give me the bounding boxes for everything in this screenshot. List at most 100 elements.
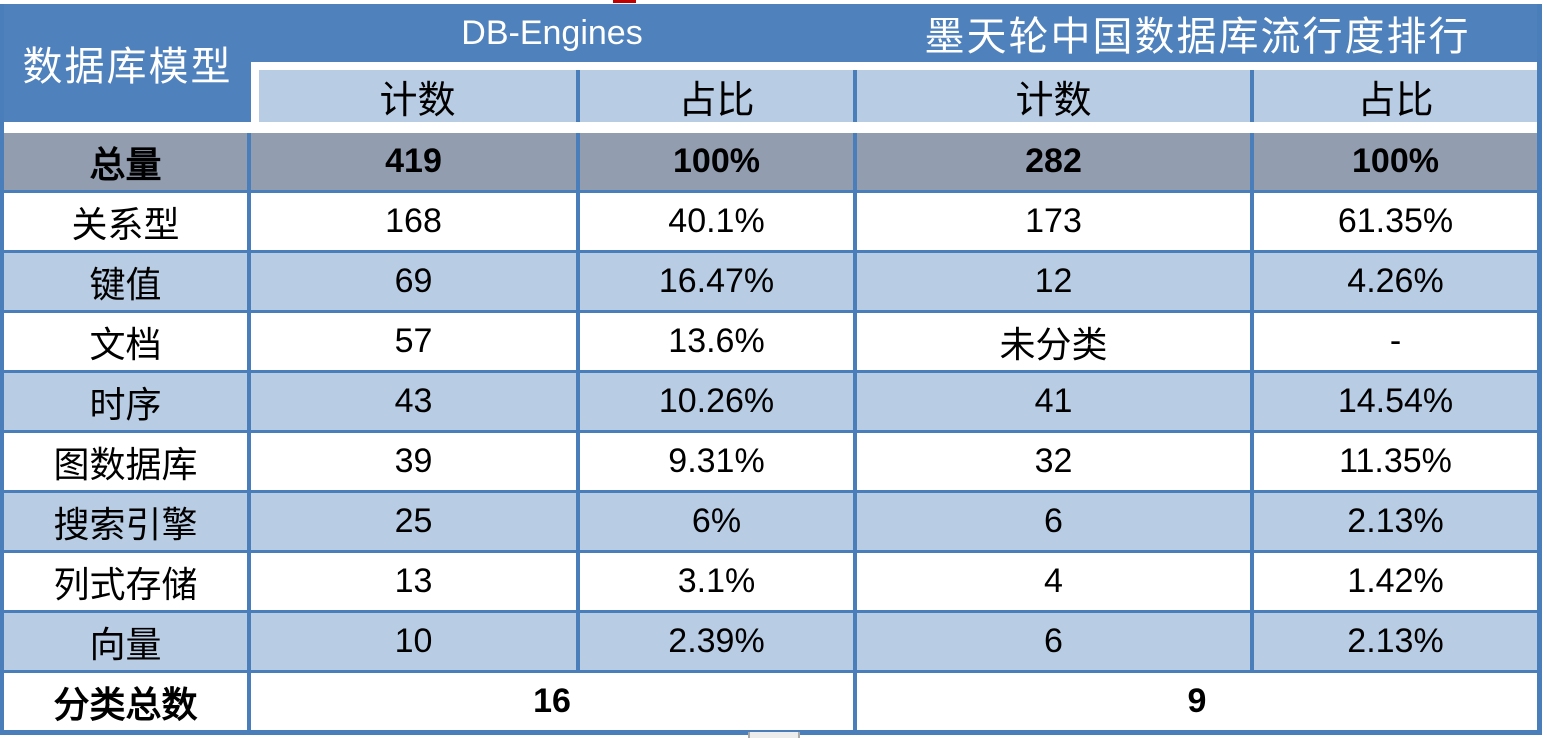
db-count-cell: 13 [394,562,433,600]
column-divider [1250,133,1254,190]
db-count-cell: 25 [394,502,433,540]
column-divider [576,553,580,610]
subheader-db-count: 计数 [259,70,576,122]
column-divider [1250,493,1254,550]
column-divider [247,553,251,610]
column-divider [1250,253,1254,310]
mo-pct-cell: 1.42% [1347,562,1444,600]
subheader-mo-count: 计数 [857,70,1250,122]
mo-pct-cell: - [1389,322,1402,360]
db-pct-cell: 6% [691,502,742,540]
column-divider [853,673,857,730]
db-pct-cell: 40.1% [668,202,765,240]
table-row: 列式存储 13 3.1% 4 1.42% [4,553,1537,610]
column-divider [247,133,251,190]
mo-pct-cell: 4.26% [1347,262,1444,300]
column-divider [247,313,251,370]
row-divider [0,250,1542,253]
db-pct-cell: 13.6% [668,322,765,360]
column-divider [247,613,251,670]
mo-count-cell: 6 [1044,502,1063,540]
row-label: 关系型 [71,204,180,246]
row-label: 总量 [89,143,162,186]
subheader-db-pct: 占比 [580,70,853,122]
row-divider [0,370,1542,373]
db-count-cell: 43 [394,382,433,420]
mo-count-cell: 6 [1044,622,1063,660]
table-row-footer: 分类总数 16 9 [4,673,1537,730]
mo-count-cell: 173 [1025,202,1082,240]
row-divider [0,610,1542,613]
row-divider [0,430,1542,433]
db-count-cell: 57 [394,322,433,360]
column-divider [1250,373,1254,430]
mo-pct-cell: 2.13% [1347,622,1444,660]
column-divider [247,493,251,550]
column-divider [853,313,857,370]
column-divider [247,193,251,250]
column-divider [853,613,857,670]
db-category-total-cell: 16 [533,682,571,720]
column-divider [853,373,857,430]
column-divider [247,673,251,730]
table-row: 文档 57 13.6% 未分类 - [4,313,1537,370]
db-pct-cell: 2.39% [668,622,765,660]
db-count-cell: 39 [394,442,433,480]
row-divider [0,190,1542,193]
db-count-cell: 69 [394,262,433,300]
db-count-cell: 419 [385,142,442,180]
column-divider [853,133,857,190]
table-row: 时序 43 10.26% 41 14.54% [4,373,1537,430]
db-pct-cell: 100% [673,142,760,180]
table-row: 图数据库 39 9.31% 32 11.35% [4,433,1537,490]
mo-pct-cell: 100% [1352,142,1439,180]
scrollbar-fragment-artifact [748,732,800,738]
header-white-gap [251,62,1537,70]
column-divider [247,373,251,430]
row-label: 搜索引擎 [53,504,198,546]
row-divider [0,310,1542,313]
mo-count-cell: 32 [1034,442,1073,480]
column-divider [576,373,580,430]
column-divider [1250,553,1254,610]
table-row: 向量 10 2.39% 6 2.13% [4,613,1537,670]
table-row: 搜索引擎 25 6% 6 2.13% [4,493,1537,550]
column-divider [853,193,857,250]
mo-count-cell: 282 [1025,142,1082,180]
row-label: 图数据库 [53,444,198,486]
row-label: 列式存储 [53,564,198,606]
row-divider [0,550,1542,553]
column-divider [576,613,580,670]
mo-count-cell: 41 [1034,382,1073,420]
column-divider [576,433,580,490]
mo-category-total-cell: 9 [1187,682,1207,720]
table-row: 关系型 168 40.1% 173 61.35% [4,193,1537,250]
column-divider [576,493,580,550]
cropped-red-text-artifact [613,0,636,3]
column-divider [576,253,580,310]
row-label: 分类总数 [53,683,198,726]
column-divider [576,193,580,250]
column-divider [1250,193,1254,250]
column-divider [853,553,857,610]
table-right-border [1537,4,1542,735]
column-divider [1250,70,1254,122]
mo-count-cell: 12 [1034,262,1073,300]
column-divider [576,133,580,190]
column-divider [576,313,580,370]
db-pct-cell: 3.1% [677,562,756,600]
table-row-total: 总量 419 100% 282 100% [4,133,1537,190]
column-divider [853,70,857,122]
db-count-cell: 168 [385,202,442,240]
table-left-border [0,4,4,735]
row-label: 时序 [89,384,162,426]
row-label: 向量 [89,624,162,666]
group-header-db-engines: DB-Engines [251,4,853,62]
mo-pct-cell: 11.35% [1339,442,1452,480]
row-label: 键值 [89,264,162,306]
row-divider [0,670,1542,673]
mo-count-cell: 未分类 [999,324,1108,366]
column-divider [1250,313,1254,370]
mo-count-cell: 4 [1044,562,1063,600]
